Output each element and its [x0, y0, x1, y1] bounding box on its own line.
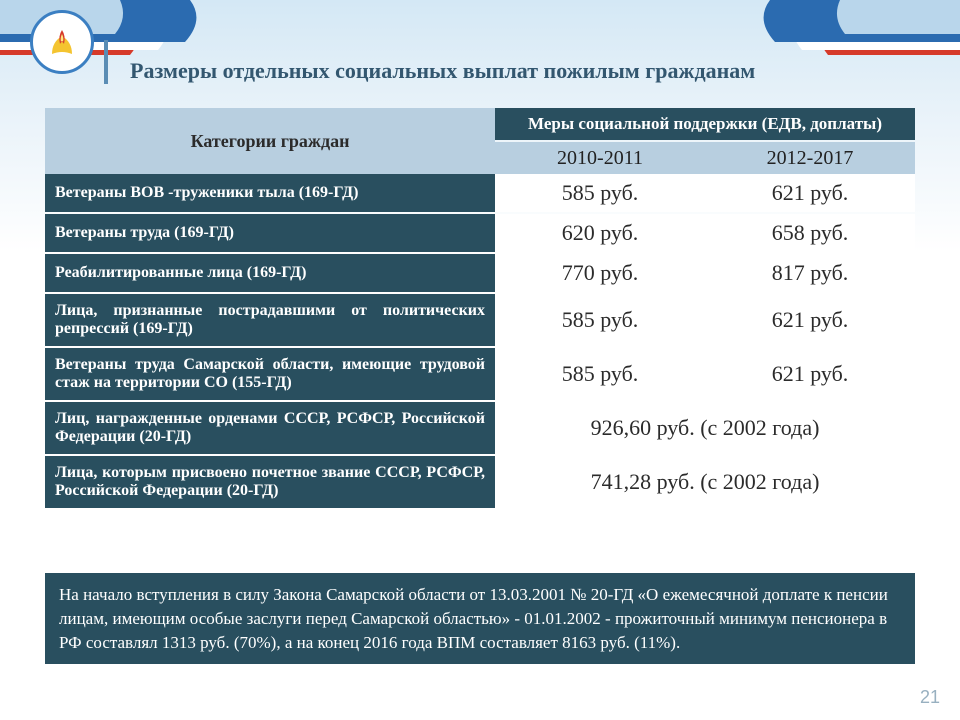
header-period2: 2012-2017	[705, 142, 915, 174]
header-period1: 2010-2011	[495, 142, 705, 174]
value-cell-period2: 658 руб.	[705, 214, 915, 252]
header-categories: Категории граждан	[45, 108, 495, 174]
logo-emblem	[30, 10, 94, 74]
value-span-cell: 926,60 руб. (с 2002 года)	[495, 402, 915, 454]
value-cell-period2: 817 руб.	[705, 254, 915, 292]
category-cell: Реабилитированные лица (169-ГД)	[45, 254, 495, 292]
category-cell: Лица, которым присвоено почетное звание …	[45, 456, 495, 508]
value-cell-period2: 621 руб.	[705, 348, 915, 400]
value-cell-period1: 620 руб.	[495, 214, 705, 252]
header-measures: Меры социальной поддержки (ЕДВ, доплаты)	[495, 108, 915, 140]
page-number: 21	[920, 687, 940, 708]
page-title: Размеры отдельных социальных выплат пожи…	[130, 58, 755, 84]
value-cell-period2: 621 руб.	[705, 294, 915, 346]
category-cell: Лица, признанные пострадавшими от полити…	[45, 294, 495, 346]
footnote: На начало вступления в силу Закона Самар…	[45, 573, 915, 664]
title-divider	[104, 40, 108, 84]
value-span-cell: 741,28 руб. (с 2002 года)	[495, 456, 915, 508]
value-cell-period1: 770 руб.	[495, 254, 705, 292]
value-cell-period1: 585 руб.	[495, 294, 705, 346]
category-cell: Ветераны труда (169-ГД)	[45, 214, 495, 252]
value-cell-period1: 585 руб.	[495, 348, 705, 400]
value-cell-period1: 585 руб.	[495, 174, 705, 212]
category-cell: Лиц, награжденные орденами СССР, РСФСР, …	[45, 402, 495, 454]
category-cell: Ветераны ВОВ -труженики тыла (169-ГД)	[45, 174, 495, 212]
value-cell-period2: 621 руб.	[705, 174, 915, 212]
benefits-table: Категории граждан Меры социальной поддер…	[45, 108, 915, 510]
category-cell: Ветераны труда Самарской области, имеющи…	[45, 348, 495, 400]
